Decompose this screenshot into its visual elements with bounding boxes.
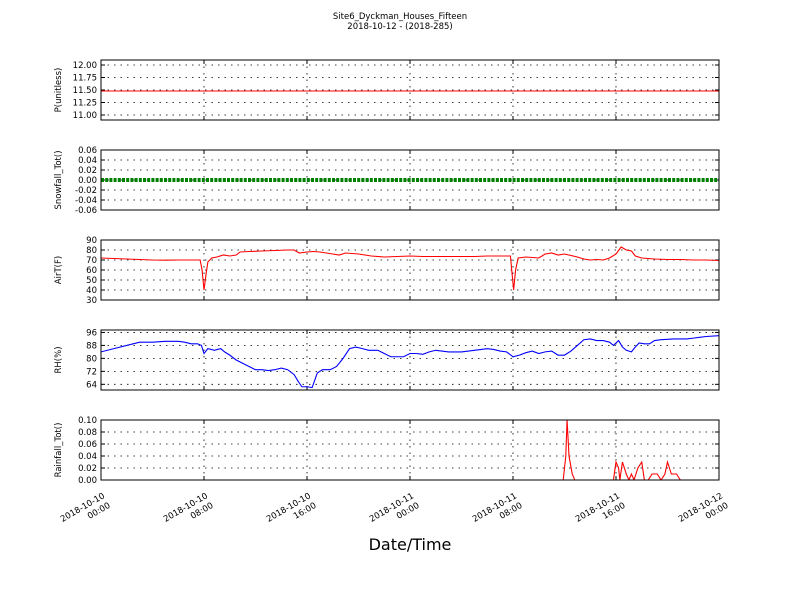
y-tick-label: 70: [86, 256, 97, 266]
panel-4: 0.00 0.02 0.04 0.06 0.08 0.10 Rainfall_Tot(): [54, 416, 720, 486]
y-tick-label: 88: [86, 341, 97, 351]
y-axis-label: P(unitless): [54, 68, 64, 113]
panel-1: -0.06-0.04-0.020.000.020.040.06 Snowfall_…: [54, 146, 720, 216]
panel-0: 11.00 11.25 11.50 11.75 12.00 P(unitless): [54, 59, 720, 121]
y-tick-label: 40: [86, 286, 97, 296]
chart-subtitle: 2018-10-12 - (2018-285): [347, 22, 452, 32]
panel-frame: [100, 59, 720, 121]
y-tick-label: 11.00: [73, 111, 97, 121]
y-tick-label: 0.00: [78, 176, 97, 186]
panel-frame: [100, 149, 720, 211]
y-axis-label: Snowfall_Tot(): [54, 150, 64, 209]
y-tick-label: 0.02: [78, 464, 97, 474]
panel-background: [101, 60, 719, 120]
y-tick-label: 80: [86, 246, 97, 256]
y-tick-label: -0.06: [75, 206, 97, 216]
y-tick-label: 11.75: [73, 74, 97, 84]
y-tick-label: 0.08: [78, 428, 97, 438]
x-axis-label: Date/Time: [369, 535, 452, 554]
y-tick-label: 11.50: [73, 86, 97, 96]
panel-frame: [100, 419, 720, 481]
y-tick-label: 0.02: [78, 166, 97, 176]
y-tick-label: 64: [86, 380, 97, 390]
y-tick-label: 0.04: [78, 156, 97, 166]
y-tick-label: 72: [86, 367, 97, 377]
y-axis-label: Rainfall_Tot(): [54, 423, 64, 478]
y-tick-label: 30: [86, 296, 97, 306]
y-tick-label: 80: [86, 354, 97, 364]
series-line: [101, 420, 719, 480]
panel-frame: [100, 239, 720, 301]
y-tick-label: 90: [86, 236, 97, 246]
y-tick-label: 0.10: [78, 416, 97, 426]
panel-background: [101, 420, 719, 480]
series-line: [101, 246, 719, 291]
panel-3: 64 72 80 88 96 RH(%): [54, 328, 720, 391]
y-tick-label: -0.02: [75, 186, 97, 196]
y-tick-label: 60: [86, 266, 97, 276]
panel-background: [101, 330, 719, 390]
y-tick-label: 0.06: [78, 146, 97, 156]
y-tick-label: 11.25: [73, 99, 97, 109]
panel-background: [101, 240, 719, 300]
series-line: [101, 335, 719, 389]
panels-group: 11.00 11.25 11.50 11.75 12.00 P(unitless) -0.0…: [54, 59, 720, 486]
y-tick-label: -0.04: [75, 196, 97, 206]
y-tick-label: 50: [86, 276, 97, 286]
chart-title: Site6_Dyckman_Houses_Fifteen: [333, 12, 467, 22]
y-tick-label: 0.04: [78, 452, 97, 462]
y-tick-label: 0.06: [78, 440, 97, 450]
y-axis-label: RH(%): [54, 346, 64, 373]
y-axis-label: AirT(F): [54, 256, 64, 284]
panel-frame: [100, 329, 720, 391]
y-tick-label: 0.00: [78, 476, 97, 486]
y-tick-label: 96: [86, 328, 97, 338]
y-tick-label: 12.00: [73, 61, 97, 71]
